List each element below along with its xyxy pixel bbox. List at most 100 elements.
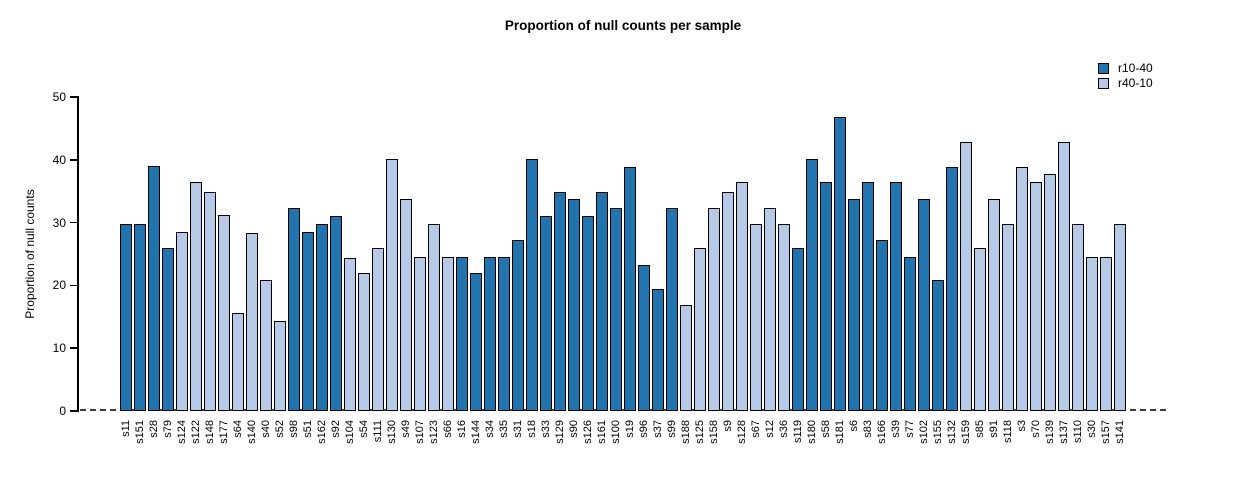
bar-s157 (1100, 257, 1112, 411)
bar-s104 (344, 257, 356, 411)
x-axis-label-s100: s100 (610, 420, 622, 444)
bar-s122 (190, 182, 202, 411)
bar-s100 (610, 207, 622, 411)
x-axis-label-s33: s33 (540, 420, 552, 438)
legend-label-r10-40: r10-40 (1118, 61, 1153, 75)
bar-s99 (666, 207, 678, 411)
x-axis-label-s36: s36 (778, 420, 790, 438)
x-axis-label-s52: s52 (274, 420, 286, 438)
x-axis-label-s31: s31 (512, 420, 524, 438)
x-axis-label-s125: s125 (694, 420, 706, 444)
x-axis-label-s67: s67 (750, 420, 762, 438)
bar-s92 (330, 215, 342, 411)
x-axis-label-s11: s11 (120, 420, 132, 437)
bar-s102 (918, 199, 930, 411)
x-axis-label-s98: s98 (288, 420, 300, 438)
zero-baseline-dashed (80, 409, 1166, 411)
x-axis-label-s49: s49 (400, 420, 412, 438)
x-axis-label-s130: s130 (386, 420, 398, 444)
bar-s79 (162, 248, 174, 411)
x-axis-label-s85: s85 (974, 420, 986, 438)
x-axis-label-s139: s139 (1044, 420, 1056, 444)
x-axis-label-s122: s122 (190, 420, 202, 444)
x-axis-label-s181: s181 (834, 420, 846, 444)
x-axis-label-s129: s129 (554, 420, 566, 444)
x-axis-label-s161: s161 (596, 420, 608, 444)
bar-s66 (442, 257, 454, 411)
bar-s118 (1002, 223, 1014, 411)
bar-s19 (624, 166, 636, 411)
x-axis-label-s34: s34 (484, 420, 496, 438)
x-axis-label-s177: s177 (218, 420, 230, 444)
x-axis-label-s111: s111 (372, 420, 384, 443)
x-axis-label-s155: s155 (932, 420, 944, 444)
x-axis-label-s79: s79 (162, 420, 174, 438)
x-axis-label-s144: s144 (470, 420, 482, 444)
bar-s126 (582, 215, 594, 411)
bar-s3 (1016, 166, 1028, 411)
bar-s128 (736, 182, 748, 411)
bar-s31 (512, 240, 524, 411)
y-tick-40 (70, 159, 77, 161)
x-axis-label-s140: s140 (246, 420, 258, 444)
y-tick-10 (70, 347, 77, 349)
chart-title: Proportion of null counts per sample (504, 18, 742, 33)
x-axis-label-s180: s180 (806, 420, 818, 444)
x-axis-label-s124: s124 (176, 420, 188, 444)
bar-s130 (386, 158, 398, 411)
bar-s161 (596, 191, 608, 411)
x-axis-label-s40: s40 (260, 420, 272, 438)
bar-s85 (974, 248, 986, 411)
bar-s11 (120, 223, 132, 411)
bar-s37 (652, 288, 664, 411)
x-axis-label-s19: s19 (624, 420, 636, 438)
bar-s177 (218, 215, 230, 411)
x-axis-label-s119: s119 (792, 420, 804, 444)
x-axis-label-s110: s110 (1072, 420, 1084, 444)
x-axis-label-s54: s54 (358, 420, 370, 438)
bar-s9 (722, 191, 734, 411)
x-axis-label-s92: s92 (330, 420, 342, 438)
x-axis-label-s70: s70 (1030, 420, 1042, 438)
bar-s123 (428, 223, 440, 411)
x-axis-label-s58: s58 (820, 420, 832, 438)
bar-s181 (834, 117, 846, 411)
x-axis-label-s3: s3 (1016, 420, 1028, 432)
bar-s90 (568, 199, 580, 411)
bar-s58 (820, 182, 832, 411)
legend-item-r10-40: r10-40 (1098, 61, 1153, 76)
bar-s111 (372, 247, 384, 411)
bar-s188 (680, 305, 692, 411)
x-axis-label-s37: s37 (652, 420, 664, 438)
bar-s34 (484, 257, 496, 411)
legend-swatch-r10-40 (1098, 63, 1109, 74)
y-axis-title: Proportion of null counts (23, 189, 37, 319)
x-axis-label-s118: s118 (1002, 420, 1014, 444)
bar-s155 (932, 280, 944, 411)
bar-s52 (274, 321, 286, 411)
x-axis-label-s30: s30 (1086, 420, 1098, 438)
bar-s124 (176, 232, 188, 411)
y-tick-label-50: 50 (52, 90, 66, 104)
x-axis-label-s137: s137 (1058, 420, 1070, 444)
bar-s107 (414, 257, 426, 411)
bar-s30 (1086, 257, 1098, 411)
x-axis-label-s66: s66 (442, 420, 454, 438)
y-tick-0 (70, 410, 77, 412)
x-axis-label-s9: s9 (722, 420, 734, 432)
bar-s33 (540, 215, 552, 411)
bar-s70 (1030, 182, 1042, 411)
x-axis-label-s126: s126 (582, 420, 594, 444)
x-axis-label-s16: s16 (456, 420, 468, 438)
y-tick-label-30: 30 (52, 215, 66, 230)
bar-s110 (1072, 223, 1084, 411)
bar-s166 (876, 240, 888, 411)
y-tick-50 (70, 96, 77, 98)
bar-s36 (778, 223, 790, 411)
bar-s91 (988, 199, 1000, 411)
bar-s83 (862, 182, 874, 411)
x-axis-label-s12: s12 (764, 420, 776, 438)
bar-s159 (960, 142, 972, 411)
x-axis-label-s90: s90 (568, 420, 580, 438)
bar-s54 (358, 272, 370, 411)
